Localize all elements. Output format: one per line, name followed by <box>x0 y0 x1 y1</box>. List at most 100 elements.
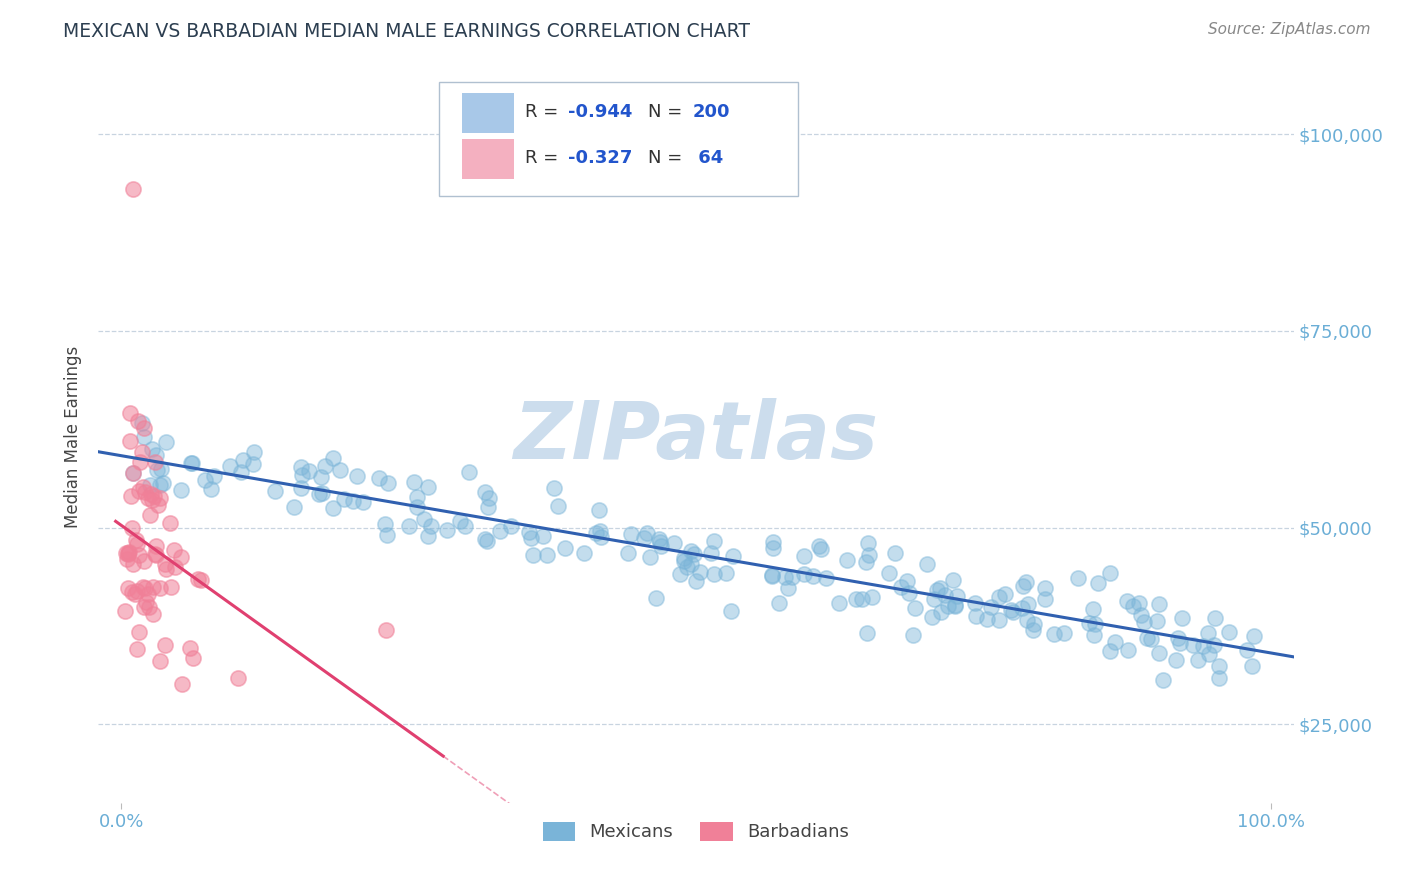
Point <box>1182 638 1205 652</box>
Point <box>120 406 142 420</box>
Point <box>662 536 685 550</box>
Point <box>762 541 785 555</box>
Point <box>290 481 312 495</box>
Point <box>1099 566 1122 581</box>
Text: MEXICAN VS BARBADIAN MEDIAN MALE EARNINGS CORRELATION CHART: MEXICAN VS BARBADIAN MEDIAN MALE EARNING… <box>63 22 751 41</box>
Point <box>117 546 139 560</box>
Point <box>793 567 815 582</box>
Point <box>1122 599 1144 614</box>
Point <box>1204 611 1226 625</box>
Point <box>835 552 858 566</box>
Point <box>860 590 883 604</box>
Point <box>531 528 554 542</box>
FancyBboxPatch shape <box>461 139 515 179</box>
Point <box>547 500 569 514</box>
Text: ZIPatlas: ZIPatlas <box>513 398 879 476</box>
Point <box>921 609 943 624</box>
Point <box>115 552 138 566</box>
Point <box>153 638 176 652</box>
Point <box>761 567 783 582</box>
Point <box>1104 634 1126 648</box>
Point <box>141 493 163 508</box>
Point <box>976 612 998 626</box>
Point <box>125 537 148 551</box>
Text: Source: ZipAtlas.com: Source: ZipAtlas.com <box>1208 22 1371 37</box>
Point <box>122 466 145 480</box>
Point <box>219 458 242 473</box>
Point <box>263 484 285 499</box>
Point <box>406 490 429 504</box>
FancyBboxPatch shape <box>439 82 797 195</box>
Y-axis label: Median Male Earnings: Median Male Earnings <box>65 346 83 528</box>
Point <box>943 599 966 614</box>
Point <box>139 478 162 492</box>
Point <box>1017 614 1039 628</box>
Point <box>329 463 352 477</box>
Point <box>520 532 543 546</box>
Point <box>929 605 952 619</box>
Point <box>963 596 986 610</box>
Point <box>143 489 166 503</box>
Point <box>149 491 172 506</box>
Text: N =: N = <box>648 149 688 167</box>
Point <box>478 491 501 506</box>
Point <box>501 519 523 533</box>
Point <box>242 445 264 459</box>
Point <box>291 468 314 483</box>
Point <box>127 414 149 428</box>
Point <box>128 624 150 639</box>
Point <box>1099 644 1122 658</box>
Text: R =: R = <box>524 149 564 167</box>
Point <box>810 541 832 556</box>
Point <box>1033 581 1056 595</box>
Point <box>934 588 956 602</box>
Point <box>1012 579 1035 593</box>
Point <box>1243 629 1265 643</box>
Point <box>673 550 696 565</box>
Point <box>633 531 655 545</box>
Point <box>648 532 671 546</box>
Point <box>1000 603 1022 617</box>
Point <box>703 567 725 582</box>
Point <box>945 589 967 603</box>
Point <box>554 541 576 556</box>
Point <box>620 527 643 541</box>
Point <box>1081 601 1104 615</box>
Point <box>132 480 155 494</box>
Point <box>1236 643 1258 657</box>
Point <box>645 591 668 605</box>
Point <box>181 651 204 665</box>
Point <box>298 464 321 478</box>
Point <box>145 448 167 462</box>
Point <box>617 546 640 560</box>
Point <box>418 529 440 543</box>
Point <box>114 604 136 618</box>
Point <box>138 587 160 601</box>
Point <box>1015 574 1038 589</box>
Point <box>200 483 222 497</box>
Point <box>714 566 737 580</box>
Point <box>585 526 607 541</box>
Point <box>406 500 429 514</box>
Point <box>138 508 160 522</box>
Point <box>322 501 344 516</box>
Point <box>776 582 799 596</box>
Point <box>142 607 165 621</box>
Point <box>145 540 167 554</box>
Point <box>650 539 672 553</box>
Point <box>1147 646 1170 660</box>
Point <box>134 421 156 435</box>
Point <box>229 465 252 479</box>
Point <box>152 475 174 490</box>
Point <box>477 500 499 514</box>
Point <box>375 528 398 542</box>
Point <box>1002 605 1025 619</box>
Point <box>125 641 148 656</box>
Point <box>543 481 565 495</box>
Point <box>117 582 139 596</box>
Point <box>374 516 396 531</box>
Point <box>987 590 1010 604</box>
Point <box>149 654 172 668</box>
Point <box>149 478 172 492</box>
Point <box>194 473 217 487</box>
